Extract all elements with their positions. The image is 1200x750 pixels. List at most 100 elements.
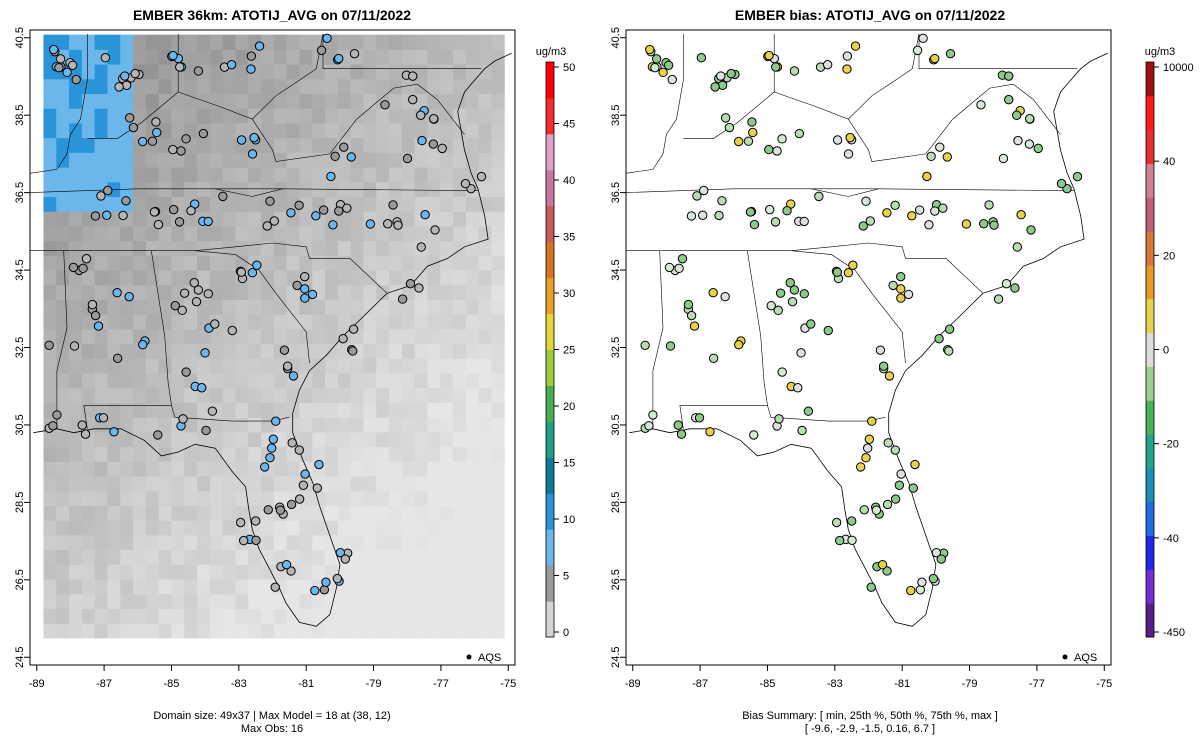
grid-cell — [171, 431, 185, 448]
grid-cell — [337, 64, 352, 80]
station-marker — [420, 210, 430, 220]
station-marker — [799, 216, 809, 227]
grid-cell — [273, 284, 288, 300]
grid-cell — [158, 108, 172, 124]
legend-marker — [1062, 654, 1068, 660]
grid-cell — [222, 108, 236, 124]
station-marker — [766, 300, 776, 311]
grid-cell — [158, 534, 172, 551]
grid-cell — [312, 417, 326, 433]
grid-cell — [81, 343, 96, 359]
station-marker — [200, 348, 210, 358]
grid-cell — [465, 34, 480, 50]
station-marker — [865, 216, 876, 226]
grid-cell — [376, 137, 390, 153]
station-marker — [907, 211, 917, 221]
grid-cell — [107, 49, 121, 65]
station-marker — [884, 371, 895, 381]
station-marker — [926, 151, 936, 162]
state-border — [30, 246, 236, 251]
grid-cell — [286, 520, 300, 536]
grid-cell — [94, 152, 108, 168]
grid-cell — [427, 49, 441, 65]
grid-cell — [363, 476, 377, 492]
grid-cell — [69, 211, 83, 227]
grid-cell — [389, 373, 403, 389]
grid-cell — [465, 211, 480, 227]
station-marker — [748, 127, 758, 138]
grid-cell — [401, 328, 416, 345]
grid-cell — [261, 358, 275, 374]
grid-cell — [209, 167, 224, 183]
grid-cell — [261, 593, 275, 609]
station-marker — [128, 122, 139, 133]
grid-cell — [56, 78, 70, 94]
grid-cell — [491, 402, 505, 418]
station-marker — [112, 353, 123, 363]
grid-cell — [427, 211, 441, 227]
station-marker — [265, 196, 275, 206]
grid-cell — [120, 490, 134, 506]
grid-cell — [248, 593, 262, 609]
grid-cell — [414, 505, 428, 521]
grid-cell — [491, 358, 505, 374]
grid-cell — [133, 211, 147, 227]
grid-cell — [453, 534, 467, 551]
grid-cell — [401, 431, 416, 448]
station-marker — [138, 340, 148, 350]
grid-cell — [363, 34, 377, 50]
grid-cell — [401, 534, 416, 551]
grid-cell — [465, 534, 480, 551]
station-marker — [254, 41, 265, 51]
station-marker — [894, 480, 905, 490]
grid-cell — [120, 623, 134, 639]
station-marker — [861, 196, 871, 206]
grid-cell — [363, 225, 377, 242]
grid-cell — [299, 534, 313, 551]
grid-cell — [261, 255, 275, 271]
grid-cell — [235, 255, 249, 271]
station-marker — [799, 289, 809, 299]
grid-cell — [465, 476, 480, 492]
station-marker — [236, 135, 247, 145]
station-marker — [114, 82, 124, 92]
grid-cell — [363, 431, 377, 448]
grid-cell — [401, 373, 416, 389]
grid-cell — [312, 593, 326, 609]
station-marker — [814, 191, 824, 202]
grid-cell — [81, 78, 96, 94]
grid-cell — [209, 461, 224, 477]
grid-cell — [478, 593, 492, 609]
grid-cell — [478, 549, 492, 565]
grid-cell — [401, 299, 416, 315]
grid-cell — [440, 328, 454, 345]
grid-cell — [491, 490, 505, 506]
colorbar-segment — [546, 529, 554, 566]
grid-cell — [158, 476, 172, 492]
grid-cell — [133, 167, 147, 183]
grid-cell — [312, 255, 326, 271]
grid-cell — [235, 78, 249, 94]
grid-cell — [43, 564, 57, 580]
grid-cell — [273, 402, 288, 418]
grid-cell — [120, 49, 134, 65]
grid-cell — [337, 108, 352, 124]
grid-cell — [81, 196, 96, 212]
grid-cell — [312, 167, 326, 183]
grid-cell — [350, 34, 364, 50]
grid-cell — [440, 181, 454, 197]
grid-cell — [337, 299, 352, 315]
state-border — [417, 83, 465, 135]
station-marker — [806, 319, 816, 329]
grid-cell — [94, 358, 108, 374]
station-marker — [287, 438, 297, 448]
station-marker — [717, 80, 728, 90]
grid-cell — [94, 93, 108, 109]
station-marker — [251, 535, 261, 546]
grid-cell — [209, 623, 224, 639]
grid-cell — [312, 343, 326, 359]
station-marker — [922, 171, 932, 182]
grid-cell — [363, 328, 377, 345]
grid-cell — [171, 446, 185, 462]
grid-cell — [248, 579, 262, 595]
